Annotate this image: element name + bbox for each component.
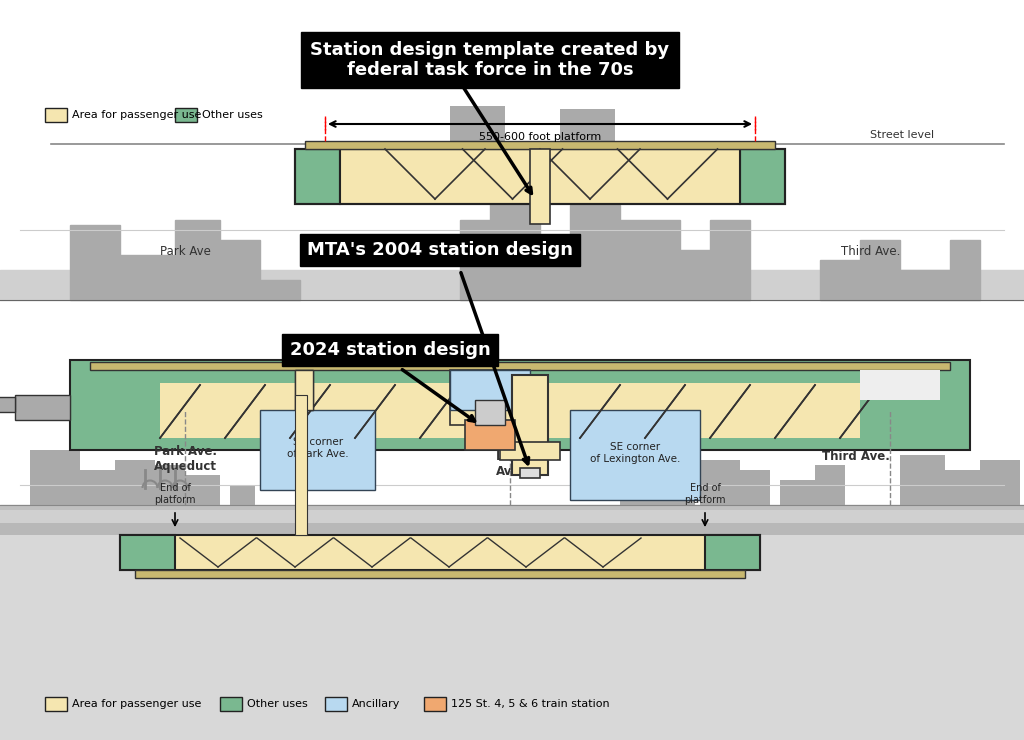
Text: 2024 station design: 2024 station design [290, 341, 490, 359]
Bar [570, 410, 700, 500]
Bar [0, 397, 15, 412]
Bar [500, 442, 560, 460]
Bar [120, 535, 760, 570]
Bar [980, 460, 1020, 505]
Text: Lex. Ave: Lex. Ave [515, 245, 564, 258]
Bar [295, 370, 313, 410]
Text: Park Ave.
Aqueduct: Park Ave. Aqueduct [154, 445, 216, 473]
Bar [815, 465, 845, 505]
Bar [660, 475, 695, 505]
Text: Other uses: Other uses [247, 699, 307, 709]
Bar [120, 535, 175, 570]
Bar [115, 460, 155, 505]
Text: End of
platform: End of platform [155, 483, 196, 505]
Bar [175, 108, 197, 122]
Bar [705, 535, 760, 570]
Bar [512, 375, 548, 475]
Bar [740, 149, 785, 204]
Bar [155, 465, 185, 505]
Bar [424, 697, 445, 711]
Bar [45, 697, 67, 711]
Text: Station design template created by
federal task force in the 70s: Station design template created by feder… [310, 41, 670, 79]
Bar [945, 470, 980, 505]
Bar [900, 455, 945, 505]
Bar [90, 362, 950, 370]
Bar [185, 475, 220, 505]
Bar [295, 370, 313, 410]
Text: Other uses: Other uses [202, 110, 263, 120]
Bar [295, 149, 340, 204]
Polygon shape [820, 240, 980, 300]
Polygon shape [70, 220, 300, 300]
Bar [620, 455, 660, 505]
Bar [325, 697, 346, 711]
Bar [70, 360, 970, 450]
Bar [450, 370, 530, 410]
Bar [465, 420, 515, 450]
Bar [0, 510, 1024, 535]
Text: End of
platform: End of platform [684, 483, 726, 505]
Bar [0, 523, 1024, 535]
Text: 550-600 foot platform: 550-600 foot platform [479, 132, 601, 142]
Bar [219, 697, 242, 711]
Text: Third Ave.: Third Ave. [822, 450, 890, 463]
Text: Third Ave.: Third Ave. [841, 245, 900, 258]
Bar [560, 109, 615, 144]
Bar [30, 450, 80, 505]
Text: Area for passenger use: Area for passenger use [72, 110, 202, 120]
Bar [700, 460, 740, 505]
Bar [260, 410, 375, 490]
Bar [340, 149, 740, 204]
Text: SE corner
of Park Ave.: SE corner of Park Ave. [287, 437, 349, 459]
Text: Lex.
Ave.: Lex. Ave. [496, 450, 524, 478]
Bar [295, 149, 785, 204]
Bar [520, 468, 540, 478]
Bar [530, 149, 550, 224]
Text: MTA's 2004 station design: MTA's 2004 station design [307, 241, 573, 259]
Text: Area for passenger use: Area for passenger use [72, 699, 202, 709]
Bar [160, 383, 860, 438]
Bar [450, 370, 530, 425]
Text: Ancillary: Ancillary [351, 699, 400, 709]
Bar [780, 480, 815, 505]
Text: 125 St. 4, 5 & 6 train station: 125 St. 4, 5 & 6 train station [451, 699, 609, 709]
Bar [15, 395, 70, 420]
Bar [305, 141, 775, 149]
Text: SE corner
of Lexington Ave.: SE corner of Lexington Ave. [590, 443, 680, 464]
Bar [295, 395, 307, 535]
Text: Street level: Street level [870, 130, 934, 140]
Bar [740, 470, 770, 505]
Bar [450, 106, 505, 144]
Polygon shape [460, 200, 750, 300]
Bar [230, 485, 255, 505]
Bar [860, 370, 940, 400]
Bar [135, 570, 745, 578]
Text: Park Ave: Park Ave [160, 245, 211, 258]
Bar [80, 470, 115, 505]
Bar [475, 400, 505, 425]
Bar [45, 108, 67, 122]
